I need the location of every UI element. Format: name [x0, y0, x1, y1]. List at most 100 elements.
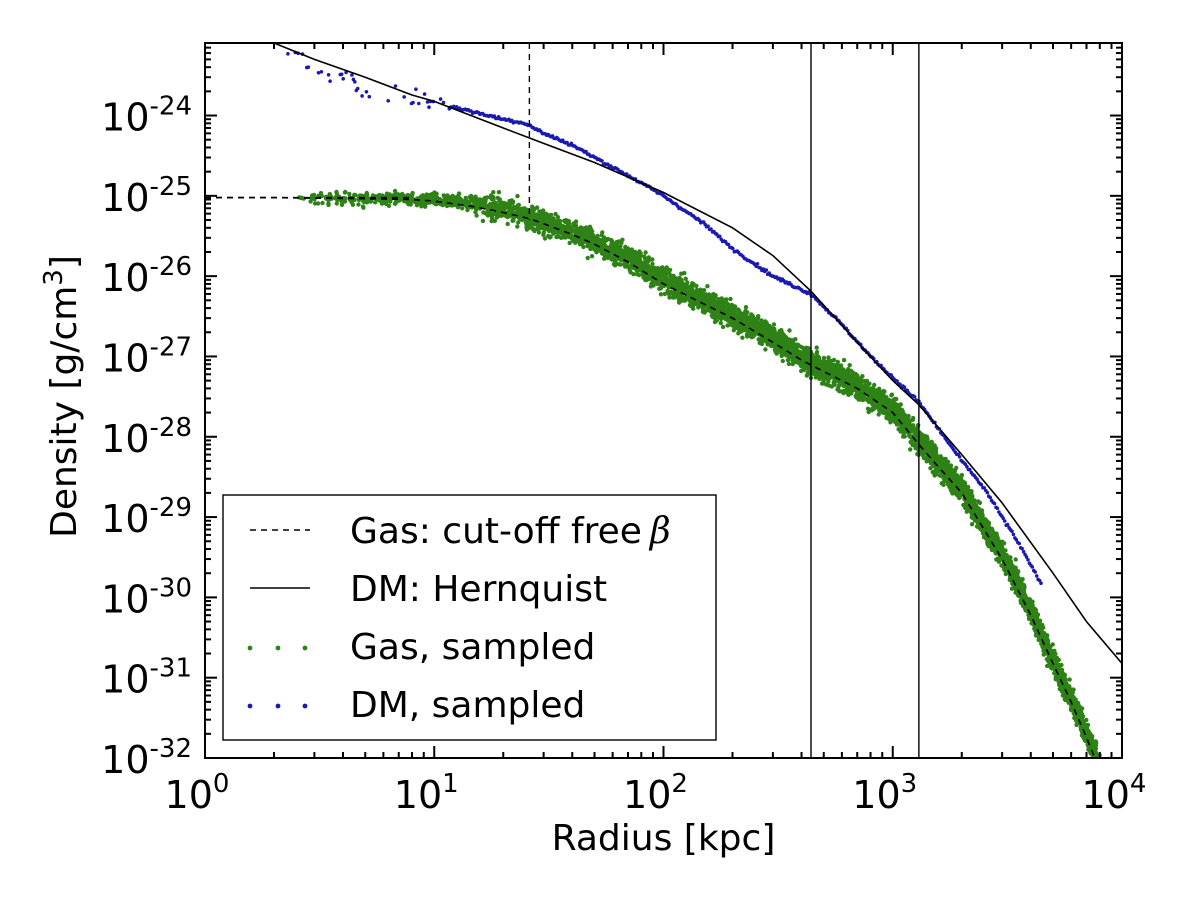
- gas-sampled-point: [676, 300, 682, 305]
- gas-sampled-point: [841, 357, 847, 363]
- gas-sampled-point: [940, 456, 946, 462]
- gas-sampled-point: [948, 463, 954, 468]
- gas-sampled-point: [473, 209, 478, 215]
- gas-sampled-point: [685, 280, 690, 285]
- gas-sampled-point: [1037, 619, 1042, 625]
- gas-sampled-point: [701, 309, 706, 315]
- gas-sampled-point: [836, 385, 841, 390]
- gas-sampled-point: [745, 334, 750, 339]
- gas-sampled-point: [441, 193, 446, 198]
- gas-sampled-point: [1094, 759, 1098, 763]
- gas-sampled-point: [489, 215, 495, 220]
- gas-sampled-point: [658, 292, 664, 297]
- gas-sampled-point: [539, 211, 544, 217]
- gas-sampled-point: [450, 193, 455, 199]
- gas-sampled-point: [582, 233, 587, 239]
- gas-sampled-point: [473, 195, 478, 200]
- gas-sampled-point: [763, 347, 768, 352]
- gas-sampled-point: [749, 314, 754, 319]
- gas-sampled-point: [658, 269, 663, 274]
- gas-sampled-point: [803, 351, 808, 356]
- gas-sampled-point: [718, 320, 723, 326]
- gas-sampled-point: [614, 243, 619, 248]
- gas-sampled-point: [743, 310, 749, 316]
- gas-sampled-point: [480, 218, 486, 224]
- gas-sampled-point: [356, 202, 361, 207]
- gas-sampled-point: [826, 355, 831, 360]
- gas-sampled-point: [794, 359, 799, 364]
- gas-sampled-point: [932, 473, 937, 478]
- gas-sampled-point: [1021, 583, 1027, 588]
- gas-sampled-point: [908, 447, 913, 452]
- gas-sampled-point: [690, 292, 696, 298]
- gas-sampled-point: [995, 557, 1000, 562]
- gas-sampled-point: [885, 408, 890, 414]
- gas-sampled-point: [929, 439, 934, 445]
- gas-sampled-point: [828, 363, 833, 368]
- gas-sampled-point: [865, 406, 871, 411]
- gas-sampled-point: [788, 347, 794, 352]
- gas-sampled-point: [1096, 759, 1100, 763]
- gas-sampled-point: [556, 234, 561, 239]
- gas-sampled-point: [562, 218, 567, 223]
- gas-sampled-point: [1094, 759, 1098, 763]
- gas-sampled-point: [677, 287, 682, 292]
- gas-sampled-point: [740, 335, 745, 340]
- gas-sampled-point: [961, 485, 967, 491]
- gas-sampled-point: [1058, 686, 1064, 691]
- gas-sampled-point: [964, 509, 969, 514]
- gas-sampled-point: [1095, 761, 1099, 765]
- gas-sampled-point: [531, 208, 536, 213]
- gas-sampled-point: [516, 220, 521, 225]
- gas-sampled-point: [1097, 758, 1101, 762]
- gas-sampled-point: [817, 376, 822, 381]
- gas-sampled-point: [969, 522, 975, 527]
- gas-sampled-point: [744, 315, 749, 320]
- gas-sampled-point: [1071, 687, 1076, 692]
- gas-sampled-point: [628, 263, 633, 269]
- gas-sampled-point: [925, 436, 930, 442]
- gas-sampled-point: [892, 396, 897, 402]
- gas-sampled-point: [728, 296, 733, 302]
- gas-sampled-point: [511, 205, 517, 210]
- gas-sampled-point: [825, 375, 831, 380]
- gas-sampled-point: [765, 326, 770, 332]
- gas-sampled-point: [519, 217, 525, 223]
- gas-sampled-point: [636, 258, 641, 264]
- gas-sampled-point: [703, 292, 708, 298]
- gas-sampled-point: [409, 198, 415, 203]
- gas-sampled-point: [688, 300, 693, 305]
- gas-sampled-point: [792, 343, 797, 348]
- gas-sampled-point: [566, 227, 571, 233]
- gas-sampled-point: [885, 413, 890, 419]
- gas-sampled-point: [780, 338, 785, 344]
- gas-sampled-point: [746, 319, 751, 324]
- gas-sampled-point: [784, 353, 790, 358]
- gas-sampled-point: [632, 249, 638, 255]
- gas-sampled-point: [596, 239, 602, 244]
- gas-sampled-point: [1060, 693, 1066, 698]
- gas-sampled-point: [844, 370, 849, 376]
- gas-sampled-point: [888, 418, 893, 423]
- gas-sampled-point: [491, 195, 496, 200]
- gas-sampled-point: [771, 322, 777, 327]
- gas-sampled-point: [711, 292, 716, 297]
- gas-sampled-point: [684, 294, 689, 299]
- gas-sampled-point: [384, 191, 390, 196]
- gas-sampled-point: [1034, 630, 1039, 635]
- gas-sampled-point: [607, 245, 612, 250]
- gas-sampled-point: [1004, 559, 1009, 564]
- gas-sampled-point: [611, 246, 616, 252]
- gas-sampled-point: [486, 210, 491, 216]
- gas-sampled-point: [764, 321, 770, 326]
- gas-sampled-point: [530, 211, 535, 217]
- plot-data-layer: [205, 43, 1122, 765]
- gas-sampled-point: [1097, 759, 1101, 763]
- gas-sampled-point: [541, 208, 546, 213]
- gas-sampled-point: [581, 240, 586, 245]
- gas-sampled-point: [941, 482, 946, 487]
- gas-sampled-point: [835, 370, 840, 376]
- gas-sampled-point: [942, 465, 947, 470]
- gas-sampled-point: [906, 413, 911, 419]
